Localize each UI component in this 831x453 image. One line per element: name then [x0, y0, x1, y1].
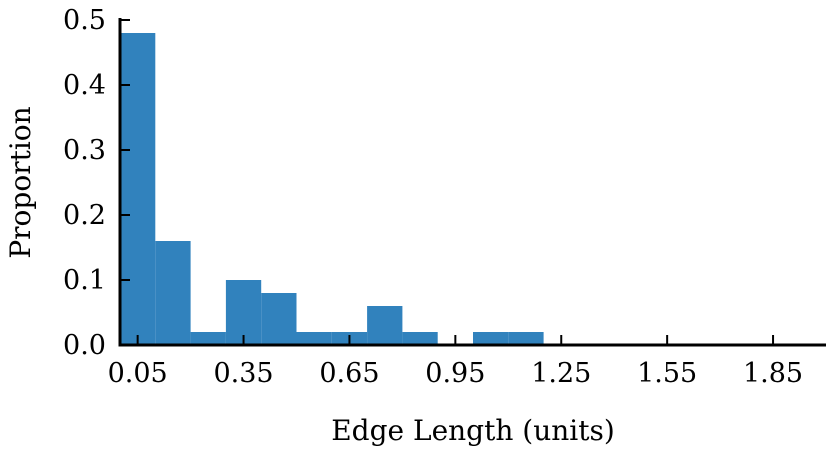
x-tick-label: 1.25 — [531, 358, 591, 389]
x-axis-label: Edge Length (units) — [331, 414, 615, 447]
y-ticks-group: 0.0 0.1 0.2 0.3 0.4 0.5 — [63, 5, 130, 361]
y-tick-label: 0.2 — [63, 200, 106, 231]
histogram-bar-1 — [155, 241, 191, 345]
histogram-bar-4 — [261, 293, 297, 345]
histogram-bar-3 — [225, 280, 262, 345]
histogram-bar-5 — [296, 332, 332, 345]
x-tick-label: 0.35 — [213, 358, 273, 389]
histogram-bar-2 — [190, 332, 226, 345]
y-tick-label: 0.4 — [63, 70, 106, 101]
y-tick-label: 0.5 — [63, 5, 106, 36]
x-tick-label: 0.65 — [319, 358, 379, 389]
x-tick-label: 0.05 — [108, 358, 168, 389]
histogram-bar-7 — [367, 306, 403, 345]
y-axis-label: Proportion — [4, 106, 37, 258]
x-ticks-group: 0.05 0.35 0.65 0.95 1.25 1.55 1.85 — [108, 335, 803, 389]
histogram-bar-11 — [508, 332, 544, 345]
histogram-bar-10 — [473, 332, 509, 345]
y-tick-label: 0.0 — [63, 330, 106, 361]
y-tick-label: 0.1 — [63, 265, 106, 296]
x-tick-label: 0.95 — [425, 358, 485, 389]
histogram-bar-8 — [402, 332, 438, 345]
bars-group — [120, 33, 544, 345]
x-tick-label: 1.55 — [637, 358, 697, 389]
histogram-bar-0 — [120, 33, 156, 345]
x-tick-label: 1.85 — [743, 358, 803, 389]
y-tick-label: 0.3 — [63, 135, 106, 166]
